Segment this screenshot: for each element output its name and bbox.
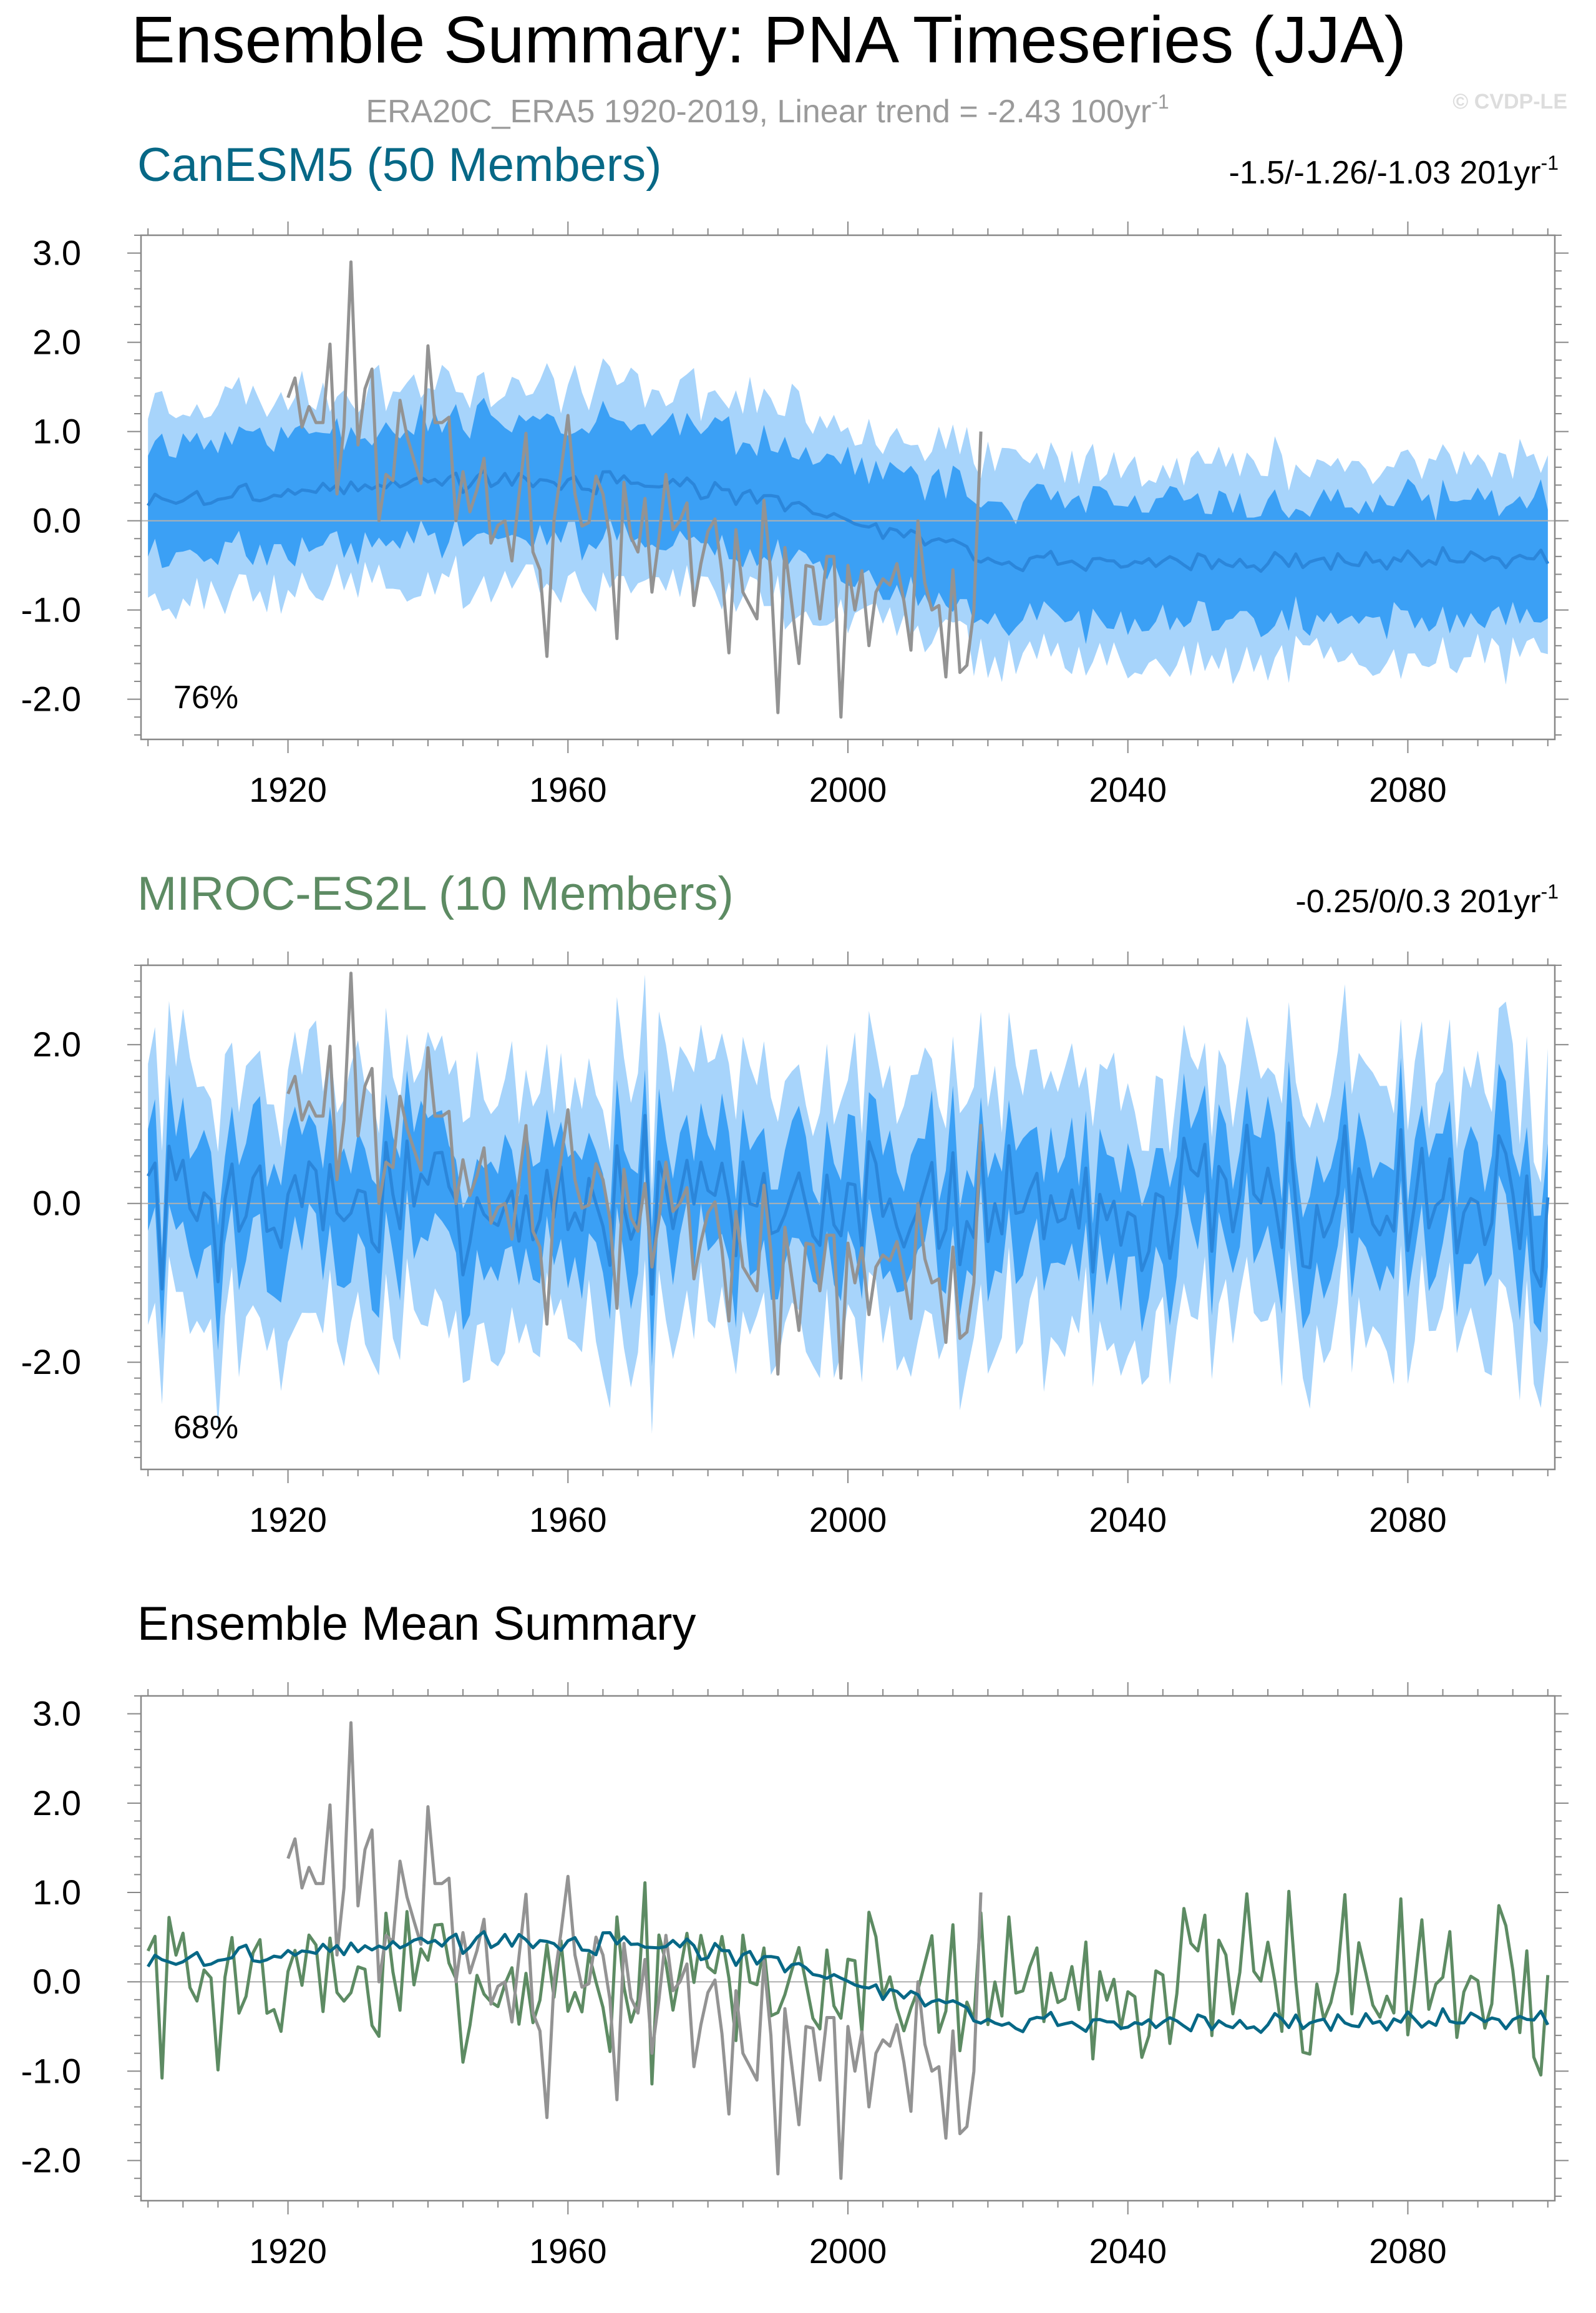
panel-canesm5-trend-text: -1.5/-1.26/-1.03 201yr xyxy=(1229,155,1540,191)
canesm5-x-tick-label: 2040 xyxy=(1089,770,1167,809)
watermark: © CVDP-LE xyxy=(1452,90,1567,114)
canesm5-x-tick-label: 1960 xyxy=(529,770,607,809)
panel-miroc-plot: 1920 1960 2000 2040 2080 2.0 0.0 -2.0 xyxy=(21,952,1569,1539)
panel-miroc-trend-sup: -1 xyxy=(1541,880,1559,903)
miroc-y-tick-label: 2.0 xyxy=(32,1025,81,1064)
panel-miroc-title: MIROC-ES2L (10 Members) xyxy=(137,867,734,920)
summary-x-tick-label: 1960 xyxy=(529,2231,607,2271)
panel-miroc-trend: -0.25/0/0.3 201yr-1 xyxy=(1295,880,1559,920)
summary-x-tick-label: 2040 xyxy=(1089,2231,1167,2271)
canesm5-plot-area xyxy=(141,260,1555,719)
panel-summary-title: Ensemble Mean Summary xyxy=(137,1597,696,1650)
panel-canesm5-title: CanESM5 (50 Members) xyxy=(137,139,662,192)
miroc-ensemble-mean-line xyxy=(146,1114,1550,1296)
canesm5-y-tick-label: -2.0 xyxy=(21,679,82,719)
canesm5-y-tick-label: 3.0 xyxy=(32,233,81,273)
figure-subtitle: ERA20C_ERA5 1920-2019, Linear trend = -2… xyxy=(366,90,1169,130)
panel-canesm5-percent: 76% xyxy=(173,679,238,716)
canesm5-y-tick-label: 2.0 xyxy=(32,323,81,362)
miroc-x-tick-label: 1920 xyxy=(249,1500,327,1539)
miroc-y-tick-label: 0.0 xyxy=(32,1184,81,1223)
summary-x-tick-label: 1920 xyxy=(249,2231,327,2271)
summary-y-tick-label: 2.0 xyxy=(32,1783,81,1823)
panel-canesm5: CanESM5 (50 Members) -1.5/-1.26/-1.03 20… xyxy=(21,139,1569,809)
miroc-x-tick-label: 2040 xyxy=(1089,1500,1167,1539)
miroc-inner-band xyxy=(148,1058,1548,1367)
summary-obs-line xyxy=(286,1721,983,2180)
canesm5-y-tick-label: -1.0 xyxy=(21,590,82,630)
summary-x-tick-label: 2000 xyxy=(809,2231,887,2271)
panel-canesm5-trend-sup: -1 xyxy=(1541,152,1559,174)
summary-y-tick-label: -1.0 xyxy=(21,2051,82,2090)
miroc-y-tick-label: -2.0 xyxy=(21,1342,82,1381)
miroc-x-tick-label: 2000 xyxy=(809,1500,887,1539)
canesm5-x-tick-label: 1920 xyxy=(249,770,327,809)
summary-canesm5_summary-line xyxy=(147,1930,1550,2034)
canesm5-y-tick-label: 1.0 xyxy=(32,412,81,451)
miroc-plot-area xyxy=(141,971,1555,1434)
summary-y-tick-label: 1.0 xyxy=(32,1872,81,1912)
canesm5-x-tick-label: 2000 xyxy=(809,770,887,809)
panel-summary-plot: 1920 1960 2000 2040 2080 3.0 2.0 1.0 0.0 -1.0 -2.0 xyxy=(21,1682,1569,2271)
panel-miroc-trend-text: -0.25/0/0.3 201yr xyxy=(1295,884,1540,920)
canesm5-ensemble-mean-line xyxy=(147,469,1550,573)
summary-y-tick-label: 3.0 xyxy=(32,1694,81,1733)
figure-title: Ensemble Summary: PNA Timeseries (JJA) xyxy=(131,3,1406,77)
canesm5-x-tick-label: 2080 xyxy=(1369,770,1447,809)
summary-y-tick-label: 0.0 xyxy=(32,1962,81,2001)
miroc-obs-line xyxy=(286,971,983,1380)
miroc-x-tick-label: 2080 xyxy=(1369,1500,1447,1539)
miroc-x-tick-label: 1960 xyxy=(529,1500,607,1539)
summary-miroc_summary-line xyxy=(146,1881,1550,2086)
canesm5-y-tick-label: 0.0 xyxy=(32,501,81,540)
canesm5-obs-line xyxy=(286,260,983,719)
panel-miroc: MIROC-ES2L (10 Members) -0.25/0/0.3 201y… xyxy=(21,867,1569,1539)
summary-plot-area xyxy=(141,1721,1555,2180)
summary-y-tick-label: -2.0 xyxy=(21,2141,82,2180)
panel-summary: Ensemble Mean Summary 1920 1960 2000 2040 20… xyxy=(21,1597,1569,2271)
figure-subtitle-sup: -1 xyxy=(1151,90,1169,113)
panel-miroc-percent: 68% xyxy=(173,1410,238,1446)
panel-canesm5-trend: -1.5/-1.26/-1.03 201yr-1 xyxy=(1229,152,1559,191)
figure-subtitle-text: ERA20C_ERA5 1920-2019, Linear trend = -2… xyxy=(366,94,1151,130)
summary-x-tick-label: 2080 xyxy=(1369,2231,1447,2271)
panel-canesm5-plot: 1920 1960 2000 2040 2080 3.0 2.0 1.0 0.0 -1.0 -2.0 xyxy=(21,222,1569,809)
